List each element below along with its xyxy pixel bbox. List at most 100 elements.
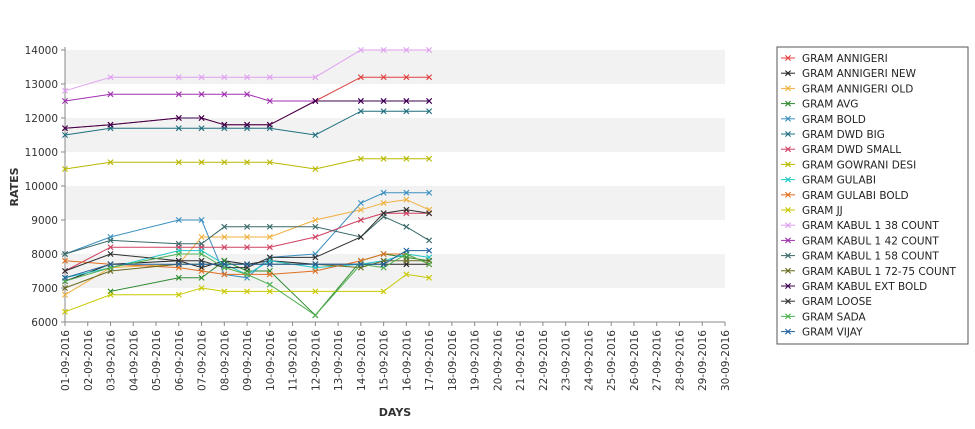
- legend-label: GRAM DWD BIG: [802, 129, 885, 141]
- series-line: [64, 49, 430, 92]
- data-point: [221, 91, 228, 98]
- legend-item: GRAM VIJAY: [781, 327, 863, 339]
- data-point: [357, 206, 364, 213]
- legend-item: GRAM KABUL EXT BOLD: [781, 281, 927, 293]
- data-point: [175, 91, 182, 98]
- data-point: [244, 121, 251, 128]
- series-line: [64, 250, 430, 279]
- data-point: [107, 159, 114, 166]
- legend-label: GRAM AVG: [802, 99, 858, 111]
- legend-label: GRAM KABUL 1 42 COUNT: [802, 235, 939, 247]
- data-point: [357, 47, 364, 53]
- data-point: [380, 108, 387, 115]
- data-point: [107, 251, 114, 257]
- data-point: [357, 261, 364, 268]
- x-tick-label: 09-09-2016: [242, 330, 254, 391]
- data-point: [244, 261, 251, 268]
- legend-label: GRAM GULABI BOLD: [802, 190, 909, 202]
- grid-band: [65, 152, 725, 186]
- legend-swatch-marker: [785, 237, 791, 244]
- x-tick-label: 17-09-2016: [424, 330, 436, 391]
- legend-item: GRAM KABUL 1 58 COUNT: [781, 251, 939, 263]
- data-point: [221, 244, 228, 251]
- data-point: [403, 189, 410, 196]
- data-point: [175, 240, 182, 247]
- legend-item: GRAM ANNIGERI NEW: [781, 68, 917, 80]
- x-tick-label: 28-09-2016: [674, 330, 686, 391]
- x-axis-ticks: 01-09-2016 02-09-2016 03-09-2016 04-09-2016…: [60, 322, 732, 391]
- data-point: [175, 217, 182, 223]
- data-point: [357, 217, 364, 223]
- data-point: [426, 261, 433, 268]
- data-point: [426, 274, 433, 281]
- x-tick-label: 15-09-2016: [379, 330, 391, 391]
- x-axis-title: DAYS: [379, 406, 412, 419]
- x-tick-label: 05-09-2016: [151, 330, 163, 391]
- legend-item: GRAM GULABI BOLD: [781, 190, 909, 202]
- data-point: [107, 74, 114, 81]
- data-point: [312, 132, 319, 138]
- data-point: [380, 189, 387, 196]
- data-point: [266, 254, 273, 261]
- y-axis-ticks: 6000 7000 8000 9000 10000 11000 12000 13000 1400…: [25, 45, 65, 329]
- data-point: [62, 166, 68, 172]
- grid-bands: [65, 50, 725, 322]
- data-point: [426, 74, 433, 81]
- y-tick-label: 14000: [25, 45, 58, 57]
- legend-label: GRAM GOWRANI DESI: [802, 159, 916, 171]
- legend-label: GRAM SADA: [802, 311, 867, 323]
- data-point: [403, 74, 410, 81]
- legend-label: GRAM ANNIGERI OLD: [802, 83, 913, 95]
- legend-swatch-marker: [785, 85, 791, 92]
- y-tick-label: 8000: [31, 249, 58, 261]
- series-line: [64, 158, 430, 170]
- data-point: [221, 271, 228, 278]
- data-point: [198, 240, 205, 247]
- data-point: [403, 98, 410, 104]
- legend: GRAM ANNIGERI GRAM ANNIGERI NEW GRAM ANNIG…: [776, 46, 969, 345]
- data-point: [221, 234, 228, 240]
- axes: [64, 47, 725, 323]
- y-tick-label: 13000: [25, 79, 58, 91]
- data-point: [62, 87, 68, 94]
- x-tick-label: 10-09-2016: [265, 330, 277, 391]
- y-tick-label: 12000: [25, 113, 58, 125]
- x-tick-label: 04-09-2016: [128, 330, 140, 391]
- legend-item: GRAM KABUL 1 38 COUNT: [781, 220, 939, 232]
- x-tick-label: 26-09-2016: [629, 330, 641, 391]
- data-point: [403, 271, 410, 278]
- legend-swatch-marker: [785, 100, 791, 107]
- data-point: [266, 261, 273, 268]
- data-point: [107, 261, 114, 268]
- data-point: [221, 261, 228, 268]
- series-line: [64, 110, 430, 136]
- legend-item: GRAM DWD BIG: [781, 129, 885, 141]
- legend-swatch-marker: [785, 55, 791, 61]
- y-tick-label: 9000: [31, 215, 58, 227]
- x-tick-label: 07-09-2016: [197, 330, 209, 391]
- grid-band: [65, 220, 725, 254]
- data-point: [62, 291, 68, 298]
- legend-item: GRAM LOOSE: [781, 296, 872, 308]
- data-point: [62, 98, 68, 104]
- data-point: [221, 121, 228, 128]
- legend-label: GRAM KABUL 1 72-75 COUNT: [802, 266, 957, 278]
- x-tick-label: 02-09-2016: [83, 330, 95, 391]
- data-point: [403, 206, 410, 213]
- data-point: [426, 108, 433, 115]
- legend-label: GRAM LOOSE: [802, 296, 872, 308]
- data-point: [380, 261, 387, 268]
- data-point: [62, 274, 68, 281]
- data-point: [175, 251, 182, 257]
- data-point: [312, 166, 319, 172]
- data-point: [244, 223, 251, 230]
- legend-swatch-marker: [785, 313, 791, 320]
- data-point: [357, 108, 364, 115]
- legend-swatch-marker: [785, 252, 791, 259]
- data-point: [198, 261, 205, 268]
- grid-band: [65, 186, 725, 220]
- legend-swatch-marker: [785, 70, 791, 77]
- data-point: [62, 132, 68, 138]
- data-point: [175, 115, 182, 121]
- legend-label: GRAM DWD SMALL: [802, 144, 901, 156]
